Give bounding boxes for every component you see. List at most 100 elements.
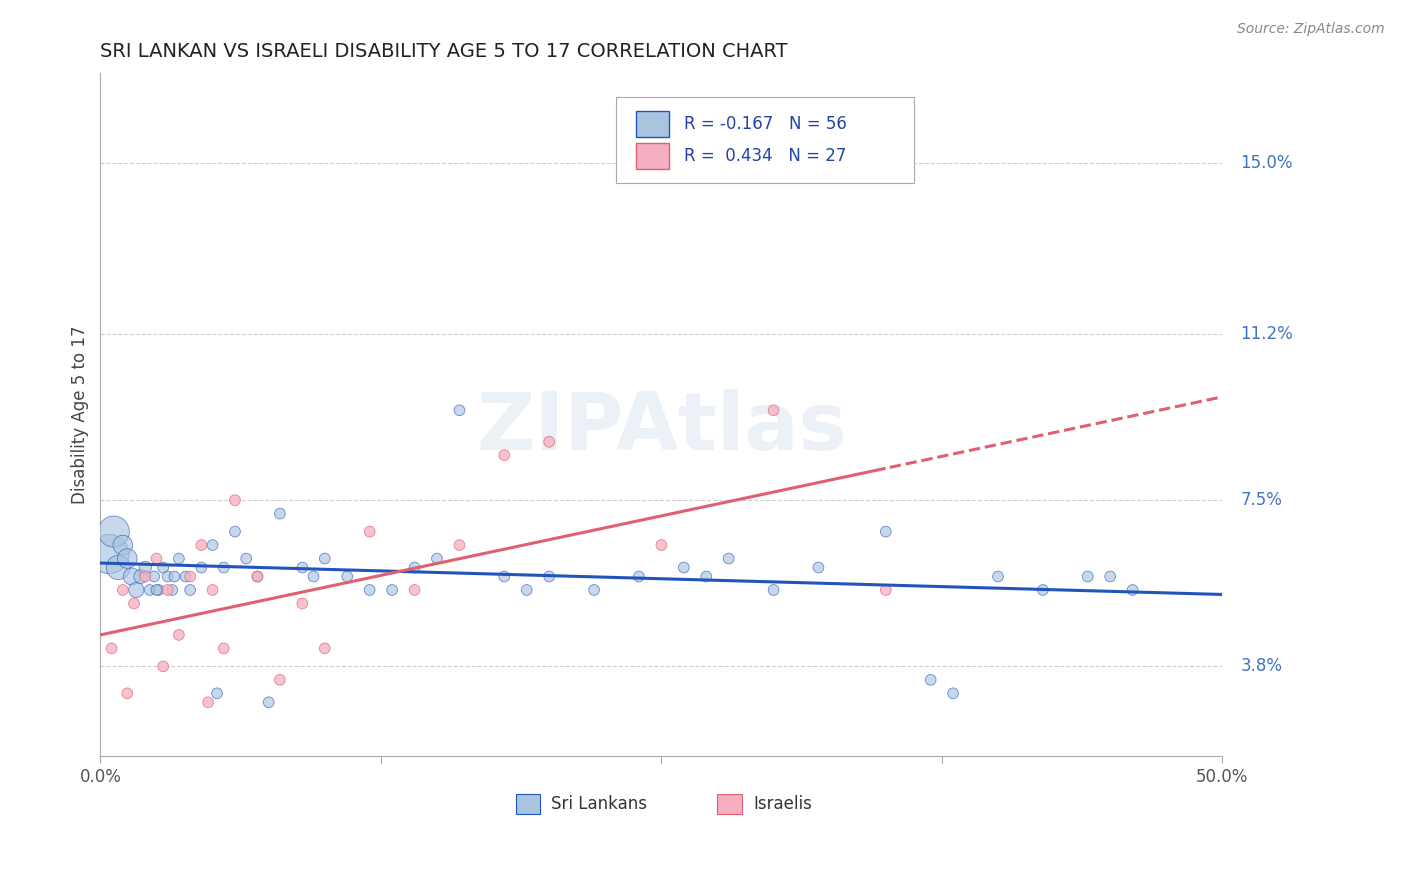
- Point: [717, 551, 740, 566]
- Point: [291, 560, 314, 574]
- Bar: [636, 143, 669, 169]
- Point: [111, 538, 134, 552]
- Point: [167, 551, 190, 566]
- Text: R = -0.167   N = 56: R = -0.167 N = 56: [683, 115, 846, 133]
- Point: [336, 569, 359, 583]
- Point: [302, 569, 325, 583]
- Point: [291, 597, 314, 611]
- Point: [201, 582, 224, 597]
- Point: [381, 582, 404, 597]
- Point: [125, 582, 148, 597]
- Point: [179, 569, 201, 583]
- Point: [404, 582, 426, 597]
- Point: [212, 641, 235, 656]
- Point: [695, 569, 717, 583]
- Point: [179, 582, 201, 597]
- Point: [762, 403, 785, 417]
- Bar: [717, 794, 742, 814]
- Point: [107, 560, 129, 574]
- Point: [201, 538, 224, 552]
- Point: [100, 641, 122, 656]
- Text: SRI LANKAN VS ISRAELI DISABILITY AGE 5 TO 17 CORRELATION CHART: SRI LANKAN VS ISRAELI DISABILITY AGE 5 T…: [100, 42, 787, 61]
- Point: [1032, 582, 1054, 597]
- Point: [224, 524, 246, 539]
- Text: 15.0%: 15.0%: [1240, 154, 1294, 172]
- Point: [762, 582, 785, 597]
- Point: [156, 569, 179, 583]
- Point: [122, 597, 145, 611]
- Point: [449, 538, 471, 552]
- Point: [875, 524, 897, 539]
- Point: [205, 686, 228, 700]
- Point: [672, 560, 695, 574]
- Point: [152, 659, 174, 673]
- Point: [516, 582, 538, 597]
- Point: [129, 569, 152, 583]
- Point: [314, 641, 336, 656]
- Point: [404, 560, 426, 574]
- Text: Israelis: Israelis: [754, 795, 813, 813]
- Point: [117, 551, 139, 566]
- FancyBboxPatch shape: [616, 97, 914, 183]
- Point: [174, 569, 197, 583]
- Point: [143, 569, 166, 583]
- Text: 7.5%: 7.5%: [1240, 491, 1282, 509]
- Point: [212, 560, 235, 574]
- Point: [449, 403, 471, 417]
- Point: [138, 582, 160, 597]
- Point: [145, 582, 167, 597]
- Point: [494, 569, 516, 583]
- Text: Sri Lankans: Sri Lankans: [551, 795, 647, 813]
- Bar: [516, 794, 540, 814]
- Point: [987, 569, 1010, 583]
- Point: [807, 560, 830, 574]
- Point: [134, 560, 156, 574]
- Point: [190, 560, 212, 574]
- Point: [167, 628, 190, 642]
- Point: [98, 547, 121, 561]
- Point: [103, 524, 125, 539]
- Point: [197, 695, 219, 709]
- Point: [1122, 582, 1144, 597]
- Text: 11.2%: 11.2%: [1240, 325, 1294, 343]
- Point: [190, 538, 212, 552]
- Point: [117, 686, 139, 700]
- Text: 3.8%: 3.8%: [1240, 657, 1282, 675]
- Point: [224, 493, 246, 508]
- Point: [538, 434, 561, 449]
- Point: [111, 582, 134, 597]
- Point: [920, 673, 942, 687]
- Point: [163, 569, 186, 583]
- Text: R =  0.434   N = 27: R = 0.434 N = 27: [683, 147, 846, 165]
- Point: [426, 551, 449, 566]
- Point: [359, 524, 381, 539]
- Point: [148, 582, 170, 597]
- Point: [650, 538, 672, 552]
- Point: [257, 695, 280, 709]
- Point: [246, 569, 269, 583]
- Point: [145, 551, 167, 566]
- Point: [583, 582, 606, 597]
- Text: ZIPAtlas: ZIPAtlas: [477, 390, 846, 467]
- Point: [269, 507, 291, 521]
- Y-axis label: Disability Age 5 to 17: Disability Age 5 to 17: [72, 326, 89, 504]
- Point: [246, 569, 269, 583]
- Text: Source: ZipAtlas.com: Source: ZipAtlas.com: [1237, 22, 1385, 37]
- Point: [1099, 569, 1122, 583]
- Point: [121, 569, 143, 583]
- Point: [269, 673, 291, 687]
- Bar: [636, 111, 669, 137]
- Point: [235, 551, 257, 566]
- Point: [494, 448, 516, 462]
- Point: [359, 582, 381, 597]
- Point: [538, 569, 561, 583]
- Point: [152, 560, 174, 574]
- Point: [156, 582, 179, 597]
- Point: [875, 582, 897, 597]
- Point: [134, 569, 156, 583]
- Point: [160, 582, 183, 597]
- Point: [942, 686, 965, 700]
- Point: [1077, 569, 1099, 583]
- Point: [314, 551, 336, 566]
- Point: [627, 569, 650, 583]
